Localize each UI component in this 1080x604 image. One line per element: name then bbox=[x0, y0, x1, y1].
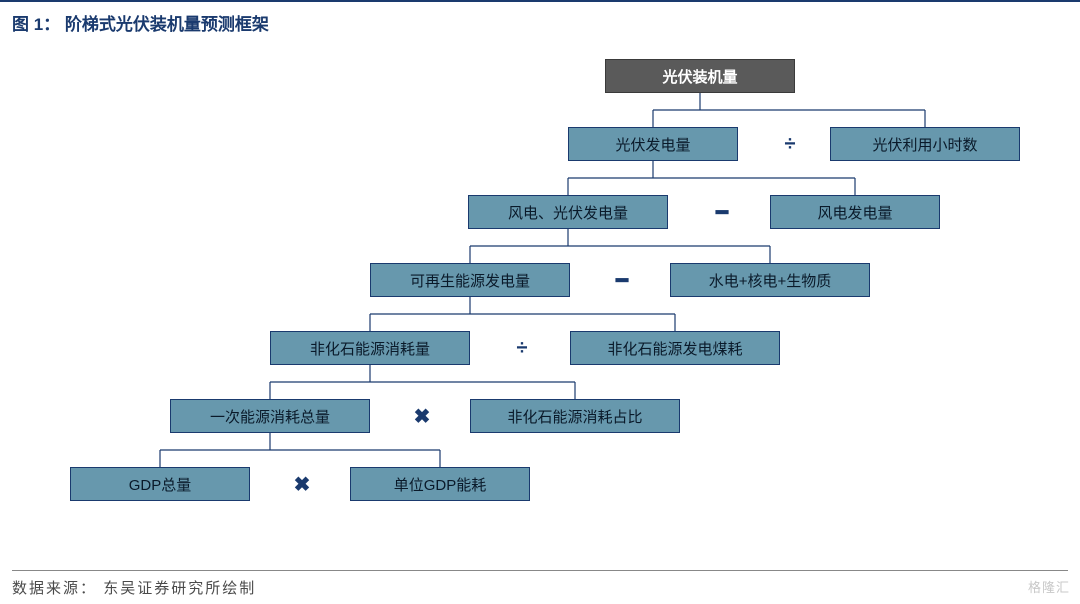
source-text: 东吴证券研究所绘制 bbox=[103, 580, 256, 597]
operator-5: ✖ bbox=[290, 472, 314, 496]
node-gdp: GDP总量 bbox=[70, 467, 250, 501]
node-ratio: 非化石能源消耗占比 bbox=[470, 399, 680, 433]
operator-1: ━ bbox=[710, 200, 734, 224]
operator-3: ÷ bbox=[510, 336, 534, 360]
node-nonfos: 非化石能源消耗量 bbox=[270, 331, 470, 365]
figure-title-bar: 图 1： 阶梯式光伏装机量预测框架 bbox=[0, 0, 1080, 41]
diagram-area: 光伏装机量光伏发电量 光伏利用小时数风电、光伏发电量 风电发电量可再生能源发电量 水电… bbox=[0, 41, 1080, 541]
operator-2: ━ bbox=[610, 268, 634, 292]
node-pv_gen: 光伏发电量 bbox=[568, 127, 738, 161]
node-primary: 一次能源消耗总量 bbox=[170, 399, 370, 433]
node-renew: 可再生能源发电量 bbox=[370, 263, 570, 297]
node-gdpene: 单位GDP能耗 bbox=[350, 467, 530, 501]
figure-label: 图 1： bbox=[12, 15, 60, 34]
node-coal: 非化石能源发电煤耗 bbox=[570, 331, 780, 365]
watermark: 格隆汇 bbox=[1028, 577, 1070, 596]
node-root: 光伏装机量 bbox=[605, 59, 795, 93]
source-footer: 数据来源： 东吴证券研究所绘制 bbox=[12, 570, 1068, 598]
node-wind: 风电发电量 bbox=[770, 195, 940, 229]
source-label: 数据来源： bbox=[12, 580, 97, 597]
node-pv_hrs: 光伏利用小时数 bbox=[830, 127, 1020, 161]
node-hydro: 水电+核电+生物质 bbox=[670, 263, 870, 297]
operator-4: ✖ bbox=[410, 404, 434, 428]
operator-0: ÷ bbox=[778, 132, 802, 156]
node-wind_pv: 风电、光伏发电量 bbox=[468, 195, 668, 229]
figure-title: 阶梯式光伏装机量预测框架 bbox=[65, 15, 269, 34]
